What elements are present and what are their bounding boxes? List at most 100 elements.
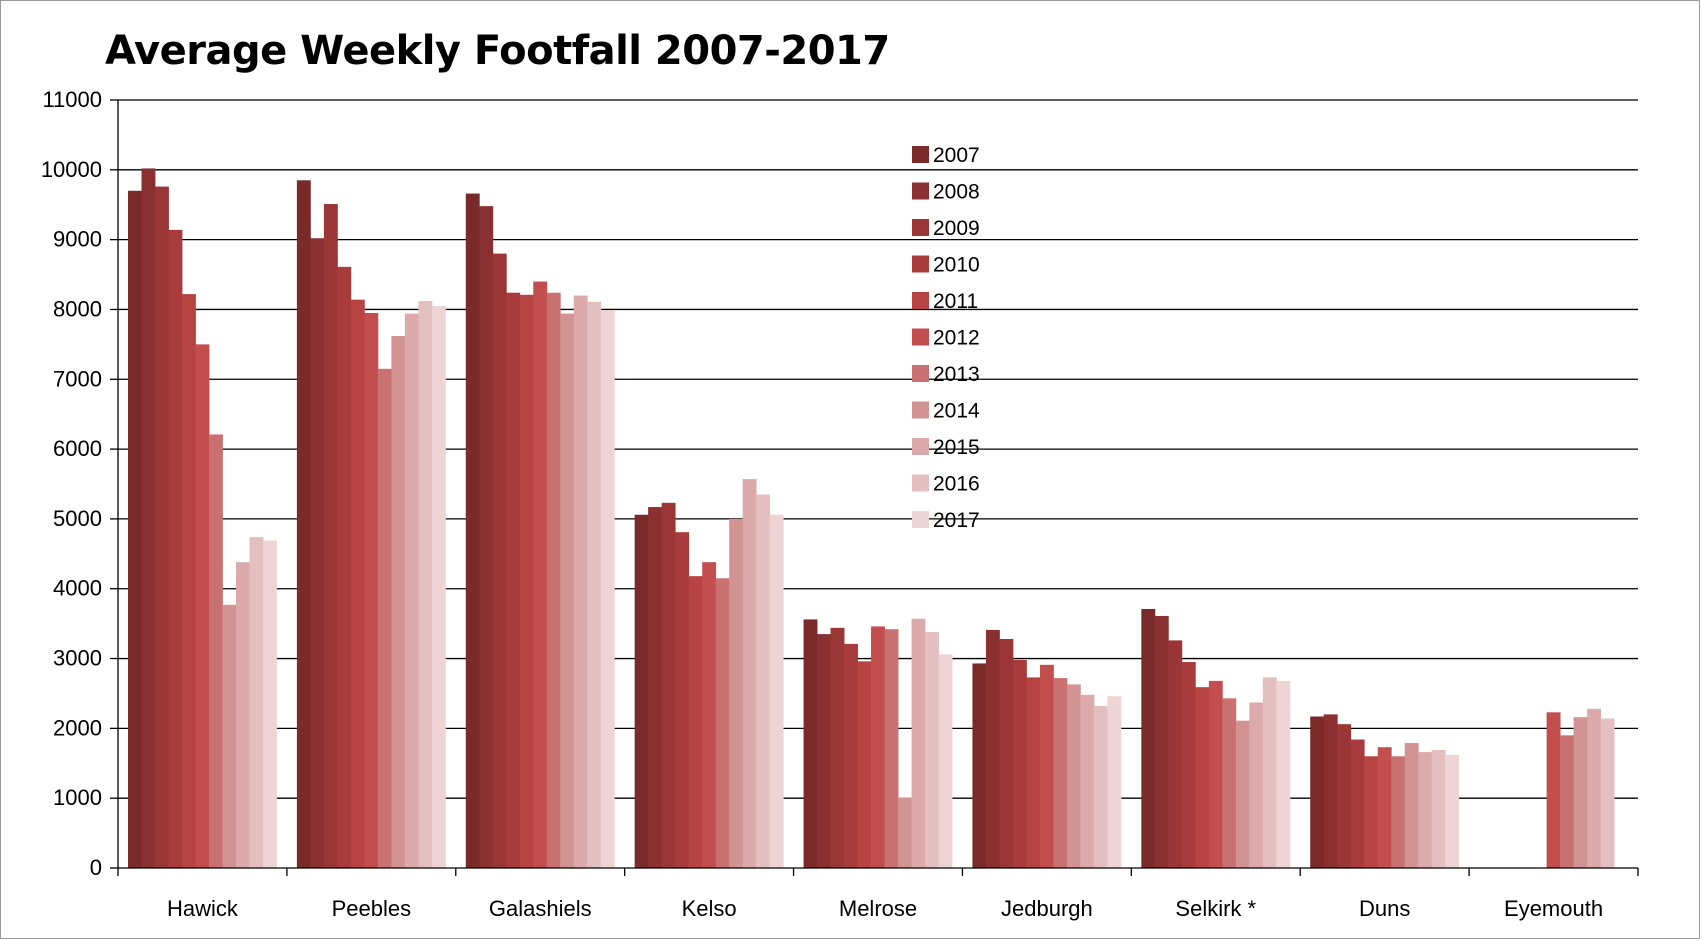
x-tick-label: Selkirk * (1175, 896, 1256, 921)
bar-2014-0 (222, 604, 237, 868)
bar-2014-3 (729, 518, 744, 868)
bar-2017-7 (1445, 754, 1460, 868)
bar-2017-3 (769, 514, 784, 868)
legend-label: 2014 (933, 400, 980, 423)
bar-2012-5 (1039, 664, 1054, 868)
bar-2015-6 (1249, 702, 1264, 868)
bar-2011-3 (688, 576, 703, 868)
bar-2008-0 (141, 168, 156, 868)
bar-2010-5 (1012, 659, 1027, 868)
legend-label: 2016 (933, 473, 980, 496)
legend-swatch (912, 365, 929, 382)
y-tick-label: 11000 (42, 87, 102, 112)
bar-2015-4 (911, 618, 926, 868)
bar-2016-4 (925, 632, 939, 868)
bar-2011-0 (182, 294, 196, 868)
y-tick-label: 2000 (53, 715, 102, 740)
bar-2007-7 (1310, 716, 1325, 868)
bar-2014-7 (1404, 743, 1419, 868)
bar-2012-7 (1377, 747, 1392, 868)
legend-label: 2013 (933, 363, 980, 386)
x-tick-label: Jedburgh (1001, 896, 1093, 921)
bar-2007-4 (803, 619, 818, 868)
legend-swatch (912, 146, 929, 163)
legend-label: 2017 (933, 509, 980, 532)
bar-2012-1 (364, 312, 379, 869)
bar-2015-5 (1080, 694, 1095, 868)
bar-2007-1 (296, 180, 311, 869)
bar-2014-2 (560, 313, 575, 868)
y-tick-label: 1000 (53, 785, 102, 810)
bar-2012-0 (195, 344, 210, 868)
legend-swatch (912, 328, 929, 346)
bar-2007-6 (1141, 608, 1156, 868)
bar-2014-6 (1235, 720, 1250, 868)
legend-swatch (912, 255, 929, 273)
x-tick-label: Eyemouth (1504, 896, 1603, 921)
bar-2011-4 (857, 661, 872, 868)
bar-2007-3 (634, 514, 649, 868)
bar-2017-0 (263, 540, 277, 868)
bar-2011-6 (1195, 687, 1210, 868)
y-tick-label: 6000 (53, 436, 102, 461)
bar-2009-3 (661, 502, 676, 868)
bar-2007-0 (128, 190, 142, 868)
x-tick-label: Duns (1359, 896, 1410, 921)
bar-2012-8 (1546, 712, 1561, 868)
bar-2014-1 (391, 335, 406, 868)
x-tick-label: Hawick (167, 896, 239, 921)
x-tick-label: Galashiels (489, 896, 592, 921)
bar-2011-2 (519, 294, 534, 868)
bar-2009-0 (155, 186, 169, 869)
bar-2009-4 (830, 627, 845, 868)
bar-2008-7 (1323, 714, 1338, 868)
bar-2015-3 (742, 479, 757, 868)
bar-2015-2 (573, 295, 588, 868)
bar-2013-2 (546, 292, 561, 868)
bar-2009-2 (492, 253, 507, 869)
bar-2016-8 (1600, 718, 1615, 868)
legend-swatch (912, 401, 929, 419)
bar-2009-1 (323, 204, 338, 868)
bar-2013-4 (884, 629, 899, 868)
bar-2009-5 (999, 638, 1014, 868)
legend-label: 2012 (933, 327, 980, 350)
bar-2013-6 (1222, 698, 1237, 868)
bar-2013-3 (715, 578, 730, 868)
y-tick-label: 3000 (53, 646, 102, 671)
x-tick-label: Kelso (682, 896, 737, 921)
legend-label: 2015 (933, 436, 980, 459)
bar-2016-0 (249, 537, 264, 868)
y-tick-label: 5000 (53, 506, 102, 531)
bar-2008-4 (817, 634, 831, 868)
bar-2016-7 (1431, 750, 1446, 868)
bar-2007-5 (972, 663, 987, 868)
bar-2009-7 (1337, 724, 1352, 868)
bar-2013-5 (1053, 678, 1068, 868)
bar-2010-0 (168, 229, 183, 868)
bar-2015-0 (236, 562, 250, 868)
y-tick-label: 8000 (53, 296, 102, 321)
legend-swatch (912, 474, 929, 492)
bar-2012-4 (871, 626, 885, 868)
bar-2014-8 (1573, 717, 1588, 868)
legend-label: 2009 (933, 217, 980, 240)
bar-2016-5 (1093, 706, 1108, 868)
bar-2017-4 (938, 654, 953, 868)
bar-2010-6 (1181, 662, 1196, 868)
bar-2014-5 (1066, 684, 1081, 868)
bar-2009-6 (1168, 640, 1183, 868)
bar-2017-5 (1107, 696, 1122, 868)
bar-2011-5 (1026, 677, 1041, 868)
bar-2015-1 (404, 313, 419, 868)
bar-2013-1 (377, 368, 392, 868)
x-tick-label: Peebles (332, 896, 412, 921)
y-tick-label: 9000 (53, 227, 102, 252)
bar-2014-4 (898, 797, 912, 868)
bar-2016-2 (587, 301, 602, 868)
bar-2016-1 (418, 301, 433, 868)
legend-swatch (912, 182, 929, 200)
legend-swatch (912, 292, 929, 309)
